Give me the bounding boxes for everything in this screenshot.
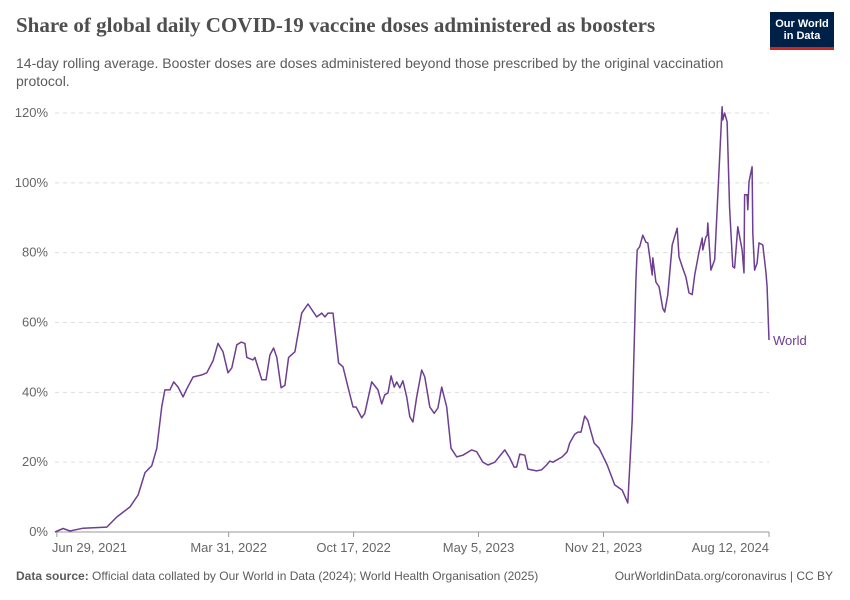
y-tick-label: 20% — [22, 454, 48, 469]
y-tick-label: 40% — [22, 384, 48, 399]
chart-subtitle: 14-day rolling average. Booster doses ar… — [16, 55, 724, 89]
series-line-world — [54, 105, 770, 533]
x-tick-label: Jun 29, 2021 — [52, 540, 127, 555]
header-row: Share of global daily COVID-19 vaccine d… — [16, 12, 834, 50]
y-tick-label: 80% — [22, 245, 48, 260]
footer: Data source: Official data collated by O… — [16, 569, 833, 584]
series-label: World — [773, 333, 807, 348]
data-source: Data source: Official data collated by O… — [16, 569, 538, 584]
x-tick-label: Oct 17, 2022 — [316, 540, 390, 555]
x-tick-label: Aug 12, 2024 — [692, 540, 769, 555]
chart-title: Share of global daily COVID-19 vaccine d… — [16, 13, 656, 37]
y-tick-label: 60% — [22, 315, 48, 330]
data-source-label: Data source: — [16, 569, 89, 583]
x-tick-label: Nov 21, 2023 — [565, 540, 642, 555]
footer-link[interactable]: OurWorldinData.org/coronavirus | CC BY — [614, 569, 833, 583]
x-tick-label: Mar 31, 2022 — [190, 540, 267, 555]
data-source-text[interactable]: Official data collated by Our World in D… — [92, 569, 539, 583]
x-tick-label: May 5, 2023 — [443, 540, 515, 555]
owid-logo[interactable]: Our World in Data — [770, 12, 834, 50]
chart-header: Share of global daily COVID-19 vaccine d… — [16, 12, 834, 90]
y-tick-label: 120% — [15, 105, 49, 120]
y-tick-label: 100% — [15, 175, 49, 190]
y-tick-label: 0% — [29, 524, 48, 539]
